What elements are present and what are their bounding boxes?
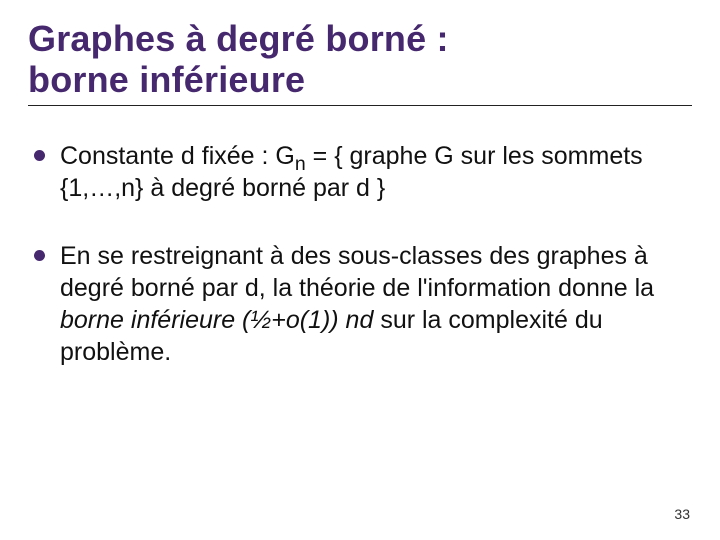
- slide: Graphes à degré borné : borne inférieure…: [0, 0, 720, 540]
- bullet-text-italic: borne inférieure (½+o(1)) nd: [60, 306, 373, 334]
- bullet-text: En se restreignant à des sous-classes de…: [60, 242, 654, 302]
- bullet-list: Constante d fixée : Gn = { graphe G sur …: [28, 140, 692, 368]
- title-line-2: borne inférieure: [28, 59, 305, 100]
- bullet-item: Constante d fixée : Gn = { graphe G sur …: [28, 140, 692, 204]
- title-line-1: Graphes à degré borné :: [28, 18, 449, 59]
- page-number: 33: [674, 506, 690, 522]
- slide-title: Graphes à degré borné : borne inférieure: [28, 18, 692, 106]
- bullet-item: En se restreignant à des sous-classes de…: [28, 240, 692, 368]
- symbol-G: G: [275, 142, 294, 170]
- symbol-G-subscript: n: [295, 153, 306, 175]
- bullet-text: Constante d fixée :: [60, 142, 275, 170]
